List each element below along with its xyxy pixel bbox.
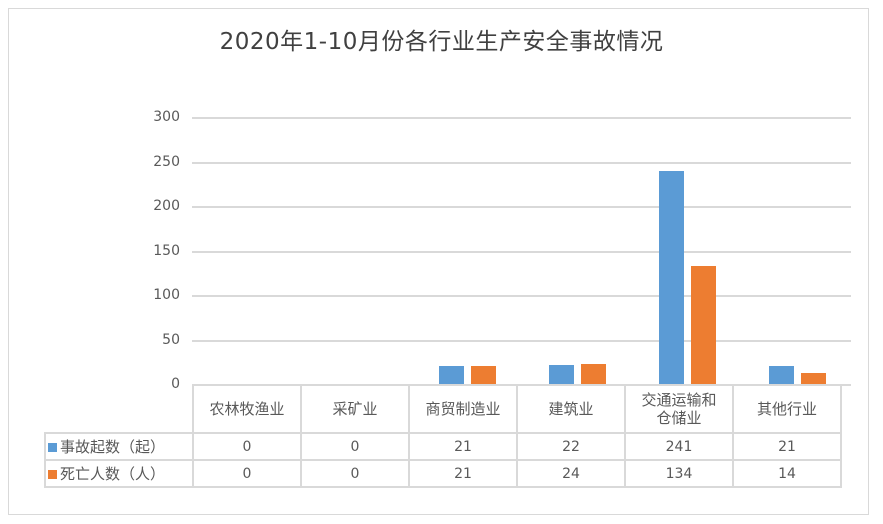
bar [438,366,464,385]
category-cell: 建筑业 [516,384,626,434]
bar [548,365,574,385]
legend-label: 死亡人数（人） [60,465,166,483]
table-cell: 0 [300,432,410,461]
category-line: 交通运输和 [641,391,717,409]
bar [768,366,794,385]
y-tick-label: 300 [153,109,180,125]
legend-swatch-orange [48,470,57,479]
table-corner [45,385,194,434]
y-tick-label: 200 [153,198,180,214]
table-cell: 22 [516,432,626,461]
table-row: 死亡人数（人） 0 0 21 24 134 14 [44,459,842,488]
gridline [192,339,851,342]
chart-title: 2020年1-10月份各行业生产安全事故情况 [219,29,664,55]
gridline [192,206,851,208]
category-cell: 交通运输和 仓储业 [624,384,734,434]
legend-entry-accidents: 事故起数（起） [44,432,194,461]
table-cell: 0 [300,459,410,488]
bar [690,265,716,385]
y-tick-label: 250 [153,153,180,170]
category-cell: 农林牧渔业 [192,384,302,434]
bar [580,363,606,385]
category-line: 仓储业 [656,409,702,427]
table-cell: 21 [408,459,518,488]
gridline [192,117,851,119]
table-cell: 24 [516,459,626,488]
table-cell: 21 [408,432,518,461]
category-cell: 采矿业 [300,384,410,434]
bar [658,170,684,385]
table-cell: 0 [192,432,302,461]
chart-frame [8,8,869,515]
gridline [192,161,851,164]
y-tick-label: 50 [162,331,180,348]
gridline [192,295,851,297]
table-cell: 0 [192,459,302,488]
table-cell: 14 [732,459,842,488]
category-cell: 商贸制造业 [408,384,518,434]
bar [470,366,496,385]
bar [800,372,826,385]
legend-swatch-blue [48,443,57,452]
y-tick-label: 100 [153,287,180,303]
category-cell: 其他行业 [732,384,842,434]
table-row: 事故起数（起） 0 0 21 22 241 21 [44,432,842,461]
gridline [192,250,851,253]
legend-label: 事故起数（起） [60,438,166,456]
table-cell: 241 [624,432,734,461]
data-table: 农林牧渔业 采矿业 商贸制造业 建筑业 交通运输和 仓储业 其他行业 事故起数（起… [44,384,842,488]
y-tick-label: 0 [171,376,180,392]
legend-entry-deaths: 死亡人数（人） [44,459,194,488]
y-tick-label: 150 [153,242,180,259]
category-row: 农林牧渔业 采矿业 商贸制造业 建筑业 交通运输和 仓储业 其他行业 [45,384,842,434]
table-cell: 134 [624,459,734,488]
table-cell: 21 [732,432,842,461]
